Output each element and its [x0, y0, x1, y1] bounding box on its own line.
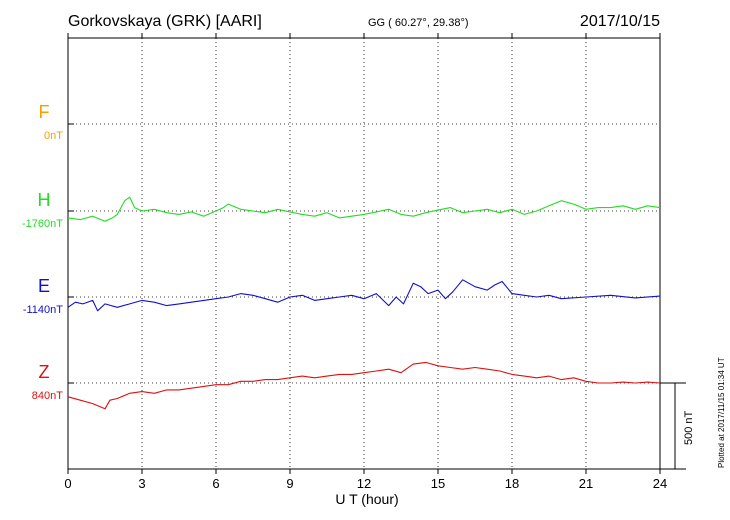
x-axis-tick-labels: 0 3 6 9 12 15 18 21 24 — [64, 476, 667, 491]
data-traces — [67, 196, 661, 410]
trace-Z — [67, 361, 661, 410]
x-tick-label-6: 6 — [212, 476, 219, 491]
x-tick-label-24: 24 — [653, 476, 667, 491]
baseline-value-E: -1140nT — [23, 304, 63, 316]
vertical-gridlines — [141, 38, 587, 469]
station-title: Gorkovskaya (GRK) [AARI] — [68, 13, 262, 30]
trace-H — [67, 196, 661, 222]
x-tick-label-3: 3 — [138, 476, 145, 491]
component-labels: F 0nT H -1760nT E -1140nT Z 840nT — [22, 102, 63, 402]
baseline-gridlines — [68, 123, 660, 384]
plot-date: 2017/10/15 — [580, 13, 660, 30]
trace-E — [67, 279, 661, 312]
x-tick-label-18: 18 — [505, 476, 519, 491]
component-label-Z: Z — [39, 362, 50, 382]
x-tick-label-21: 21 — [579, 476, 593, 491]
baseline-value-H: -1760nT — [22, 218, 63, 230]
component-label-H: H — [38, 190, 51, 210]
scale-bar-label: 500 nT — [683, 410, 695, 445]
baseline-value-Z: 840nT — [32, 390, 63, 402]
x-tick-label-0: 0 — [64, 476, 71, 491]
x-tick-label-15: 15 — [431, 476, 445, 491]
plotted-timestamp: Plotted at 2017/11/15 01:34 UT — [717, 357, 726, 468]
x-tick-label-9: 9 — [286, 476, 293, 491]
x-tick-label-12: 12 — [357, 476, 371, 491]
baseline-value-F: 0nT — [44, 130, 63, 142]
x-axis-ticks — [67, 33, 661, 474]
component-label-F: F — [39, 102, 50, 122]
component-label-E: E — [38, 276, 50, 296]
x-axis-label: U T (hour) — [335, 491, 398, 507]
station-coordinates: GG ( 60.27°, 29.38°) — [368, 17, 469, 29]
